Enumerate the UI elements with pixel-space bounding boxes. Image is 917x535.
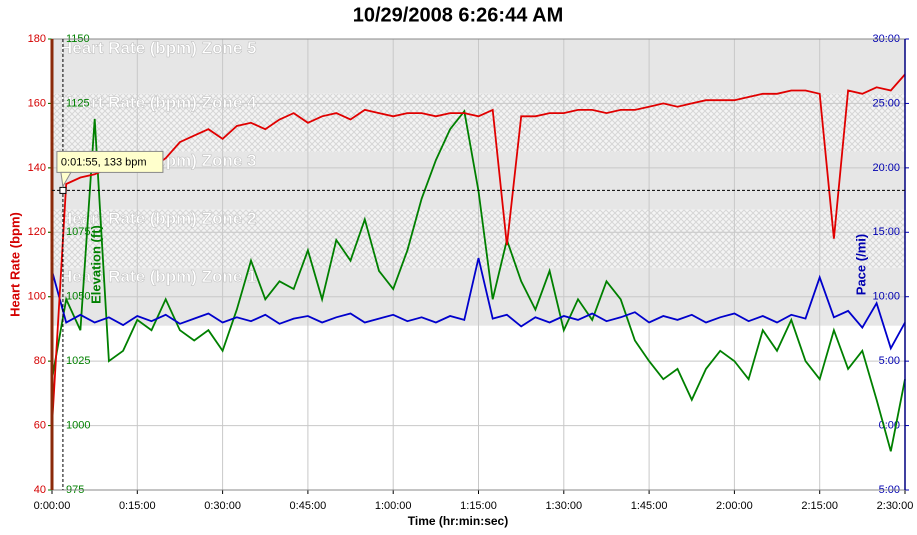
series-line [51, 257, 906, 351]
x-tick-label: 1:15:00 [460, 500, 497, 512]
series-line [51, 109, 906, 452]
y-tick-label: 1000 [66, 419, 90, 431]
y-axis-title: Elevation (ft) [88, 225, 103, 304]
y-tick-label: 80 [34, 355, 46, 367]
zone-label: Heart Rate (bpm) Zone 5 [60, 38, 256, 57]
x-tick-label: 1:30:00 [545, 500, 582, 512]
y-tick-label: 180 [28, 33, 46, 45]
zone-label: Heart Rate (bpm) Zone 1 [60, 267, 256, 286]
chart-title: 10/29/2008 6:26:44 AM [353, 4, 564, 26]
y-tick-label: 1050 [66, 291, 90, 303]
y-tick-label: 160 [28, 97, 46, 109]
crosshair-marker [59, 186, 67, 194]
x-tick-label: 1:45:00 [631, 500, 668, 512]
y-tick-label: 1025 [66, 355, 90, 367]
x-tick-label: 2:15:00 [801, 500, 838, 512]
x-tick-label: 0:45:00 [290, 500, 327, 512]
y-axis-title: Pace (/mi) [853, 234, 868, 295]
tooltip-text: 0:01:55, 133 bpm [61, 156, 147, 168]
y-tick-label: 40 [34, 484, 46, 496]
tooltip-pointer [60, 171, 72, 188]
y-tick-label: 140 [28, 162, 46, 174]
y-tick-label: 100 [28, 291, 46, 303]
x-tick-label: 0:00:00 [34, 500, 71, 512]
y-tick-label: 20:00 [872, 162, 900, 174]
y-tick-label: 25:00 [872, 97, 900, 109]
zone-label: Heart Rate (bpm) Zone 2 [60, 209, 256, 228]
x-tick-label: 2:00:00 [716, 500, 753, 512]
x-tick-label: 0:15:00 [119, 500, 156, 512]
y-tick-label: 1075 [66, 226, 90, 238]
y-tick-label: 1125 [66, 97, 90, 109]
y-tick-label: 10:00 [872, 291, 900, 303]
y-tick-label: 60 [34, 419, 46, 431]
series-line [51, 73, 906, 426]
x-axis-title: Time (hr:min:sec) [408, 514, 508, 528]
y-tick-label: 15:00 [872, 226, 900, 238]
zone-label: Heart Rate (bpm) Zone 4 [60, 93, 257, 112]
x-tick-label: 0:30:00 [204, 500, 241, 512]
y-tick-label: 120 [28, 226, 46, 238]
x-tick-label: 1:00:00 [375, 500, 412, 512]
x-tick-label: 2:30:00 [877, 500, 914, 512]
y-tick-label: 5:00 [879, 355, 900, 367]
y-axis-title: Heart Rate (bpm) [7, 212, 22, 317]
tooltip-box [56, 150, 164, 173]
